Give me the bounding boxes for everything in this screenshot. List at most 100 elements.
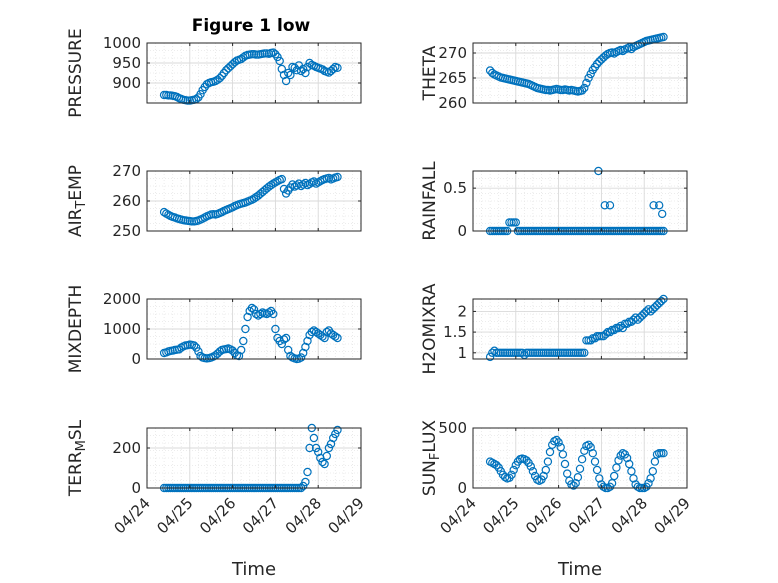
data-point (488, 348, 497, 357)
data-point (511, 218, 521, 227)
data-point (657, 449, 666, 458)
data-point (524, 348, 533, 357)
data-point (318, 65, 327, 74)
data-point (539, 348, 548, 357)
data-point (545, 348, 555, 357)
data-point (528, 348, 538, 357)
data-point (305, 179, 314, 189)
data-point (333, 63, 342, 73)
data-point (526, 462, 536, 471)
data-point (275, 56, 284, 66)
data-point (273, 52, 282, 62)
data-point (580, 83, 589, 93)
y-axis-label: MIXDEPTH (66, 285, 86, 374)
data-point (296, 66, 306, 76)
data-point (644, 479, 653, 488)
data-point (605, 201, 615, 210)
data-point (269, 48, 278, 57)
data-point (558, 450, 568, 459)
data-point (590, 457, 600, 466)
data-point (528, 467, 538, 476)
data-point (299, 180, 308, 189)
data-point (650, 303, 660, 312)
data-point (614, 456, 623, 465)
data-point (251, 50, 261, 59)
y-axis-label: RAINFALL (420, 161, 440, 241)
data-point (333, 425, 342, 435)
data-point (215, 73, 224, 83)
y-axis-label-part: RAINFALL (420, 161, 440, 241)
data-point (592, 59, 602, 69)
data-point (311, 443, 321, 453)
y-tick-label: 0 (457, 479, 467, 497)
y-tick-label: 950 (112, 54, 141, 72)
data-point (577, 455, 587, 464)
y-tick-label: 270 (112, 162, 141, 180)
x-axis-label: Time (231, 559, 276, 580)
axes-box (472, 42, 688, 104)
data-point (569, 481, 578, 490)
data-point (281, 76, 291, 86)
data-point (556, 348, 565, 357)
y-axis-label-part: SUN (420, 460, 440, 496)
y-axis-label: THETA (420, 45, 440, 101)
data-point (646, 474, 655, 483)
data-point (485, 352, 495, 362)
data-point (290, 63, 299, 73)
y-axis-label: PRESSURE (66, 28, 86, 117)
data-point (655, 201, 664, 210)
data-point (605, 327, 615, 337)
y-tick-label: 2 (457, 302, 467, 320)
data-point (296, 353, 306, 362)
y-tick-label: 270 (438, 44, 467, 62)
data-point (618, 46, 628, 56)
data-point (560, 459, 570, 469)
data-point (586, 69, 595, 79)
y-tick-label: 260 (112, 192, 141, 210)
data-point (266, 180, 276, 190)
data-point (600, 201, 610, 210)
data-point (194, 347, 203, 356)
y-axis-label-part: H2OMIXRA (420, 283, 440, 374)
y-axis-label: TERRMSL (66, 419, 89, 497)
y-tick-label: 1000 (103, 320, 141, 338)
data-point (586, 336, 595, 345)
data-point (658, 209, 667, 219)
axes-box (146, 427, 362, 489)
axes-box (146, 42, 362, 104)
data-point (637, 311, 647, 320)
y-axis-label-subscript: F (428, 453, 443, 460)
data-point (284, 68, 293, 78)
data-point (610, 471, 619, 481)
data-point (535, 348, 544, 357)
y-tick-label: 1000 (103, 34, 141, 52)
data-point (196, 89, 205, 99)
y-tick-label: 260 (438, 94, 467, 112)
subplot-3: 250 260 270 AIRTEMP (66, 162, 362, 240)
data-point (550, 348, 559, 357)
subplot-5: 0 1000 2000 MIXDEPTH (66, 285, 362, 374)
data-point (507, 218, 516, 227)
data-point (264, 308, 274, 317)
data-point (648, 467, 658, 476)
data-point (567, 348, 576, 357)
data-point (610, 49, 619, 58)
y-axis-label: SUNFLUX (420, 420, 443, 497)
data-point (236, 345, 246, 355)
axes-box (472, 427, 688, 489)
y-axis-label-subscript: T (74, 201, 89, 210)
y-tick-label: 2000 (103, 290, 141, 308)
subplot-1: 900 950 1000 PRESSURE (66, 28, 362, 118)
y-tick-label: 250 (112, 222, 141, 240)
data-point (507, 470, 516, 479)
data-point (309, 433, 319, 443)
data-point (318, 332, 327, 341)
data-point (277, 174, 286, 184)
data-point (507, 348, 516, 357)
data-point (601, 330, 610, 339)
y-axis-label-subscript: M (74, 440, 89, 451)
data-point (279, 335, 289, 344)
data-point (649, 201, 658, 210)
data-point (580, 446, 589, 455)
